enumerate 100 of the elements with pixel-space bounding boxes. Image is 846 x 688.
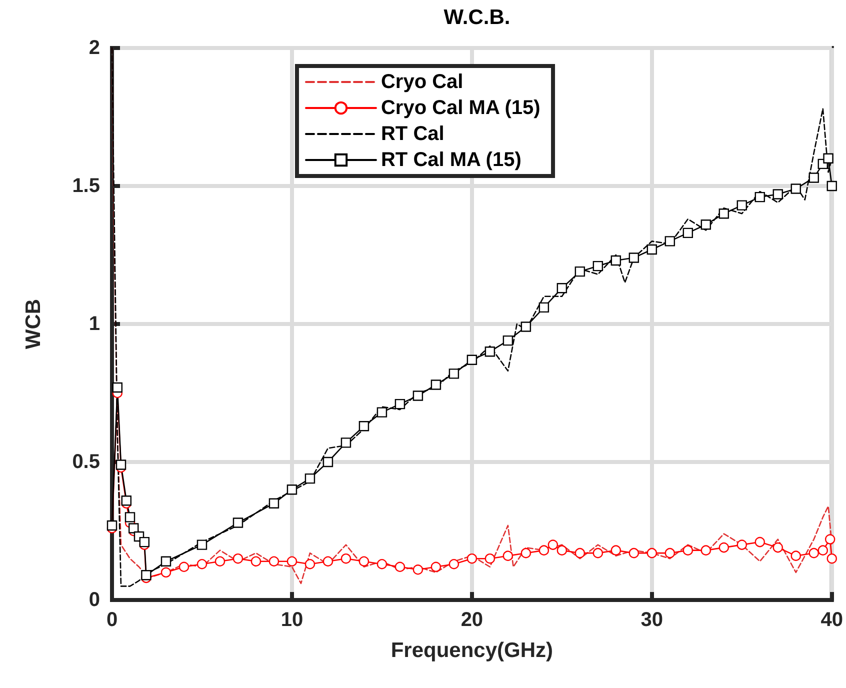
point — [538, 302, 550, 313]
x-tick-label: 20 — [460, 609, 484, 631]
point — [682, 228, 693, 238]
point — [430, 562, 442, 572]
point — [548, 540, 558, 550]
x-axis-title: Frequency(GHz) — [390, 639, 554, 662]
point — [754, 192, 765, 202]
point — [232, 518, 244, 528]
point — [808, 172, 819, 183]
point — [574, 548, 586, 558]
point — [160, 556, 172, 566]
point — [250, 556, 262, 566]
point — [718, 542, 729, 553]
point — [106, 520, 118, 531]
point — [484, 554, 496, 564]
point — [664, 236, 676, 246]
point — [646, 548, 658, 558]
point — [304, 559, 316, 570]
point — [790, 184, 801, 194]
x-tick-label: 40 — [820, 609, 843, 631]
point — [358, 556, 370, 566]
point — [502, 335, 514, 346]
legend-label: Cryo Cal — [380, 71, 464, 93]
y-tick-label: 1.5 — [72, 175, 100, 197]
point — [214, 556, 226, 566]
point — [736, 200, 747, 210]
point — [484, 346, 496, 357]
point — [818, 545, 828, 556]
point — [196, 559, 208, 570]
y-tick-label: 2 — [88, 37, 100, 59]
point — [268, 498, 280, 508]
point — [121, 496, 132, 506]
y-axis-title: WCB — [22, 298, 45, 350]
point — [826, 554, 837, 564]
point — [700, 545, 711, 556]
point — [466, 354, 478, 365]
y-tick-label: 0 — [88, 589, 100, 611]
point — [824, 534, 836, 544]
x-tick-label: 0 — [106, 609, 118, 631]
point — [520, 548, 532, 558]
legend-label: Cryo Cal MA (15) — [380, 97, 540, 119]
point — [160, 567, 172, 578]
point — [823, 153, 834, 164]
point — [178, 562, 190, 572]
point — [112, 382, 122, 393]
point — [574, 266, 586, 277]
point — [412, 564, 424, 575]
point — [736, 540, 747, 550]
point — [520, 322, 532, 332]
point — [610, 545, 622, 556]
point — [376, 407, 388, 418]
legend-label: RT Cal — [380, 123, 444, 145]
chart-title: W.C.B. — [444, 6, 510, 29]
point — [124, 512, 136, 522]
x-tick-label: 10 — [280, 609, 304, 631]
point — [116, 460, 126, 470]
point — [286, 556, 298, 566]
point — [322, 556, 334, 566]
point — [466, 554, 478, 564]
point — [772, 542, 783, 553]
point — [139, 536, 150, 548]
point — [556, 545, 568, 556]
point — [610, 255, 622, 266]
point — [664, 548, 676, 558]
point — [448, 559, 460, 570]
point — [448, 368, 460, 379]
legend-label: RT Cal MA (15) — [380, 149, 522, 171]
x-tick-label: 30 — [640, 609, 664, 631]
y-tick-label: 1 — [88, 313, 100, 335]
point — [430, 380, 442, 390]
point — [502, 550, 514, 561]
point — [394, 398, 406, 410]
point — [628, 252, 640, 263]
point — [808, 548, 819, 558]
point — [304, 473, 316, 484]
point — [556, 283, 568, 294]
point — [772, 189, 783, 200]
point — [196, 540, 208, 550]
point — [826, 180, 837, 192]
point — [592, 548, 604, 558]
point — [682, 545, 693, 556]
point — [628, 548, 640, 558]
point — [718, 208, 729, 219]
point — [268, 556, 280, 566]
point — [754, 536, 765, 548]
point — [538, 545, 550, 556]
point — [358, 421, 370, 432]
point — [376, 559, 388, 570]
point — [340, 438, 352, 448]
point — [232, 554, 244, 564]
point — [700, 220, 711, 230]
point — [790, 550, 801, 561]
point — [592, 260, 604, 272]
point — [322, 456, 334, 468]
y-tick-label: 0.5 — [72, 451, 100, 473]
point — [286, 484, 298, 495]
point — [394, 562, 406, 572]
point — [340, 554, 352, 564]
point — [412, 390, 424, 401]
point — [141, 570, 152, 580]
